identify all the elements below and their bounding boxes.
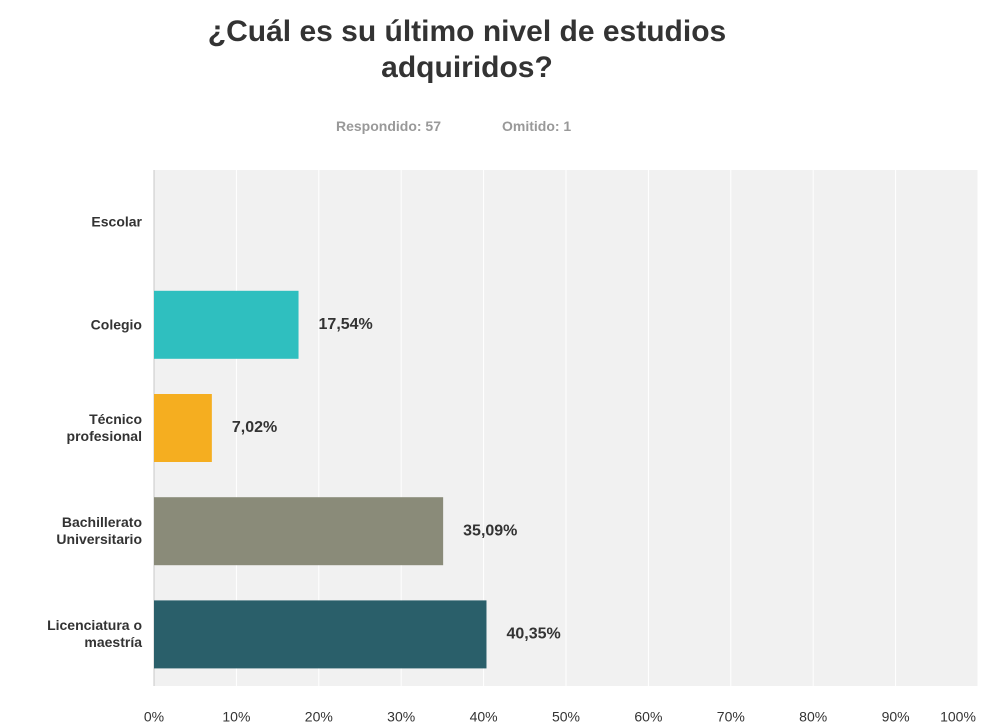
x-tick-label: 70% [717, 709, 745, 725]
subtitle: Respondido: 57 [336, 118, 442, 134]
x-tick-label: 40% [470, 709, 498, 725]
y-tick-label: Licenciatura o maestría [47, 617, 142, 651]
y-tick-label: Técnico profesional [66, 411, 142, 444]
data-label: 35,09% [463, 522, 517, 539]
bar [154, 290, 299, 359]
y-tick-label: Bachillerato Universitario [56, 514, 142, 548]
x-tick-label: 50% [552, 709, 580, 725]
subtitle: Omitido: 1 [502, 118, 572, 134]
x-tick-label: 10% [222, 709, 250, 725]
chart-title: ¿Cuál es su último nivel de estudios adq… [207, 15, 727, 84]
y-tick-label: Colegio [90, 316, 142, 333]
x-tick-label: 90% [882, 709, 910, 725]
data-label: 7,02% [232, 419, 277, 436]
bar [154, 497, 444, 566]
bar [154, 394, 212, 462]
x-tick-label: 80% [799, 709, 827, 725]
x-tick-label: 100% [940, 709, 976, 725]
bar [154, 600, 487, 669]
x-tick-label: 30% [387, 709, 415, 725]
y-tick-label: Escolar [91, 213, 142, 230]
x-tick-label: 60% [634, 709, 662, 725]
data-label: 17,54% [319, 316, 373, 333]
data-label: 40,35% [506, 626, 560, 643]
x-tick-label: 0% [144, 709, 164, 725]
x-tick-label: 20% [305, 709, 333, 725]
